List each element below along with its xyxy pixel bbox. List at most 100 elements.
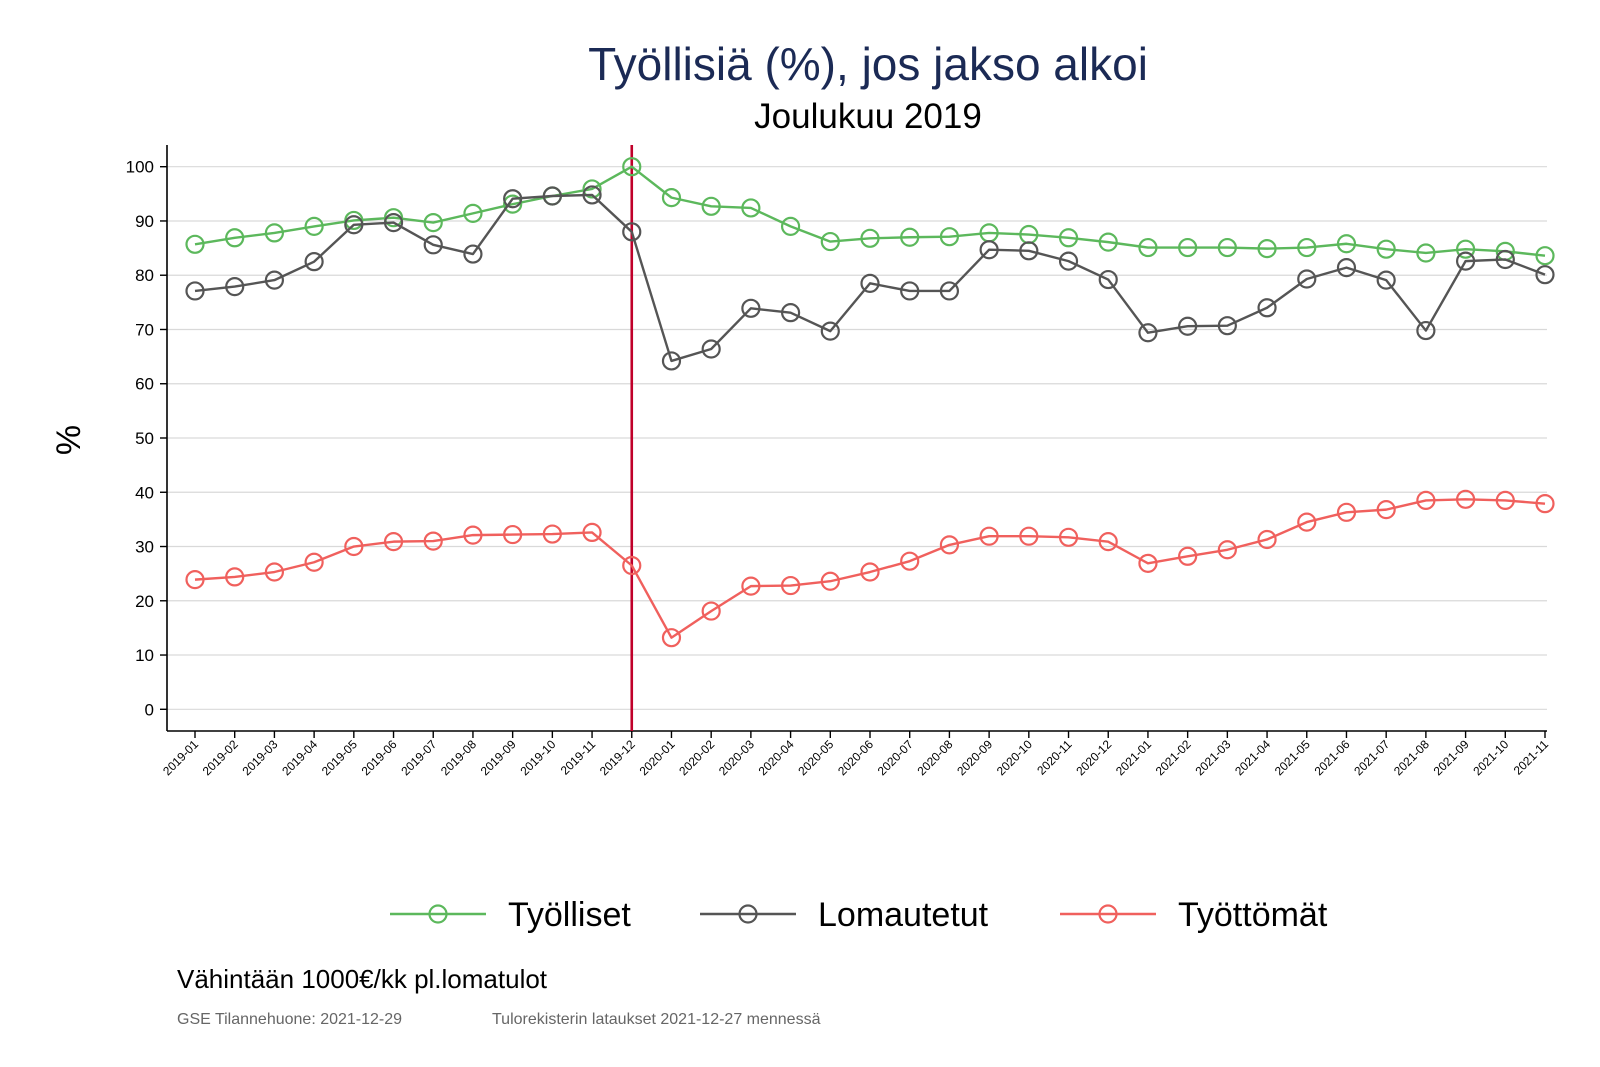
x-tick-label: 2021-07 bbox=[1351, 737, 1392, 778]
x-tick-label: 2021-01 bbox=[1113, 737, 1154, 778]
data-point bbox=[503, 189, 523, 209]
data-point bbox=[1336, 258, 1357, 278]
x-tick-label: 2021-05 bbox=[1272, 737, 1313, 778]
data-point bbox=[1058, 527, 1079, 547]
data-point bbox=[542, 186, 562, 206]
x-tick-label: 2019-05 bbox=[319, 737, 360, 778]
y-tick-label: 70 bbox=[135, 320, 154, 339]
data-point bbox=[820, 231, 840, 252]
data-point bbox=[1098, 532, 1118, 552]
data-point bbox=[1138, 553, 1158, 573]
data-point bbox=[1217, 237, 1237, 258]
x-tick-label: 2020-03 bbox=[716, 737, 757, 778]
data-point bbox=[1336, 502, 1357, 522]
data-point bbox=[463, 244, 483, 264]
x-tick-label: 2020-12 bbox=[1073, 737, 1114, 778]
data-point bbox=[383, 212, 404, 233]
data-point bbox=[1058, 228, 1079, 248]
y-tick-label: 90 bbox=[135, 212, 154, 231]
data-point bbox=[423, 212, 443, 233]
x-tick-label: 2020-05 bbox=[795, 737, 836, 778]
legend-swatch-marker bbox=[738, 904, 758, 924]
data-point bbox=[780, 303, 801, 323]
data-point bbox=[1535, 246, 1555, 266]
x-tick-label: 2019-08 bbox=[438, 737, 479, 778]
data-point bbox=[264, 270, 285, 290]
x-tick-label: 2020-04 bbox=[756, 737, 797, 778]
data-point bbox=[1336, 234, 1357, 254]
data-point bbox=[1217, 316, 1237, 336]
x-tick-label: 2020-10 bbox=[994, 737, 1035, 778]
x-tick-label: 2020-11 bbox=[1034, 737, 1075, 778]
data-point bbox=[701, 339, 721, 359]
x-tick-label: 2020-02 bbox=[676, 737, 717, 778]
data-point bbox=[1138, 237, 1158, 258]
data-point bbox=[1535, 265, 1555, 285]
data-point bbox=[1217, 540, 1237, 560]
data-point bbox=[582, 522, 602, 543]
x-tick-label: 2021-10 bbox=[1470, 737, 1511, 778]
data-point bbox=[900, 281, 920, 301]
x-tick-label: 2021-03 bbox=[1192, 737, 1233, 778]
data-point bbox=[820, 571, 840, 591]
data-point bbox=[939, 227, 960, 247]
series-line bbox=[194, 498, 1546, 639]
y-tick-label: 50 bbox=[135, 429, 154, 448]
series-ty-lliset bbox=[185, 157, 1555, 266]
data-point bbox=[1257, 298, 1277, 318]
data-point bbox=[622, 157, 642, 177]
data-point bbox=[1297, 512, 1317, 532]
legend-label: Työttömät bbox=[1178, 896, 1328, 934]
data-point bbox=[582, 179, 602, 199]
footnote: Vähintään 1000€/kk pl.lomatulot bbox=[177, 964, 548, 994]
data-point bbox=[423, 235, 443, 255]
y-tick-label: 10 bbox=[135, 646, 154, 665]
data-point bbox=[503, 524, 523, 545]
x-tick-label: 2019-10 bbox=[517, 737, 558, 778]
data-point bbox=[860, 562, 880, 582]
x-tick-label: 2021-08 bbox=[1391, 737, 1432, 778]
y-tick-label: 100 bbox=[126, 158, 154, 177]
data-point bbox=[1058, 251, 1079, 271]
x-tick-label: 2020-01 bbox=[637, 737, 678, 778]
x-tick-label: 2019-07 bbox=[398, 737, 439, 778]
chart-title: Työllisiä (%), jos jakso alkoi bbox=[588, 38, 1148, 90]
x-tick-label: 2019-06 bbox=[359, 737, 400, 778]
source-date: GSE Tilannehuone: 2021-12-29 bbox=[177, 1011, 402, 1028]
data-point bbox=[939, 535, 960, 555]
x-tick-label: 2019-02 bbox=[200, 737, 241, 778]
data-point bbox=[225, 567, 245, 587]
data-point bbox=[1376, 239, 1396, 259]
data-point bbox=[582, 185, 602, 205]
x-tick-label: 2021-11 bbox=[1511, 737, 1552, 778]
data-point bbox=[1297, 269, 1317, 289]
series-ty-tt-m-t bbox=[185, 489, 1555, 648]
data-point bbox=[1416, 243, 1436, 263]
data-point bbox=[860, 228, 880, 248]
data-point bbox=[1098, 232, 1118, 252]
data-point bbox=[1019, 241, 1039, 261]
series-line bbox=[194, 165, 1546, 257]
legend-item: Lomautetut bbox=[700, 896, 989, 934]
legend: Työlliset Lomautetut Työttömät bbox=[390, 896, 1328, 934]
data-point bbox=[1178, 546, 1198, 566]
data-point bbox=[741, 198, 761, 218]
data-point bbox=[383, 532, 404, 552]
data-point bbox=[1257, 529, 1277, 550]
data-point bbox=[463, 525, 483, 545]
y-axis-label: % bbox=[50, 425, 88, 455]
data-point bbox=[1178, 237, 1198, 258]
data-point bbox=[622, 222, 642, 242]
x-tick-label: 2019-09 bbox=[478, 737, 519, 778]
data-point bbox=[225, 228, 245, 248]
legend-label: Lomautetut bbox=[818, 896, 989, 934]
x-tick-label: 2021-04 bbox=[1232, 737, 1273, 778]
data-point bbox=[1376, 270, 1396, 290]
y-tick-label: 40 bbox=[135, 483, 154, 502]
x-tick-label: 2019-03 bbox=[239, 737, 280, 778]
data-point bbox=[1535, 494, 1555, 514]
data-point bbox=[185, 281, 205, 301]
legend-label: Työlliset bbox=[508, 896, 631, 934]
data-point bbox=[304, 252, 324, 272]
